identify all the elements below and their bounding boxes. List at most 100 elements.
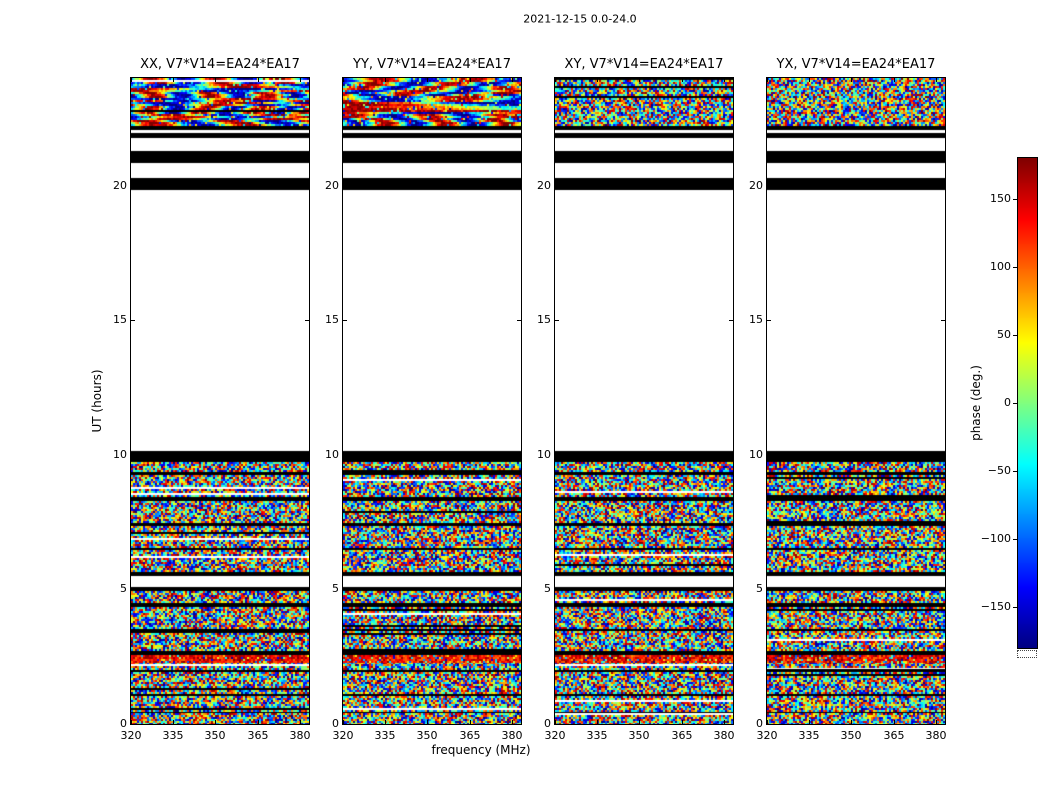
y-tick-label: 10 [739, 448, 763, 461]
x-tick [809, 78, 810, 82]
y-tick-label: 10 [315, 448, 339, 461]
x-tick-label: 350 [200, 729, 230, 742]
x-tick [597, 78, 598, 82]
x-tick-label: 380 [709, 729, 739, 742]
x-tick [343, 720, 344, 724]
y-tick-label: 5 [527, 582, 551, 595]
colorbar-tick-label: 0 [980, 396, 1011, 409]
x-tick [173, 78, 174, 82]
x-tick [639, 720, 640, 724]
x-tick [300, 720, 301, 724]
figure-title: 2021-12-15 0.0-24.0 [523, 13, 636, 26]
y-tick-label: 15 [315, 313, 339, 326]
y-tick [131, 186, 135, 187]
y-tick-label: 20 [739, 179, 763, 192]
x-tick [682, 78, 683, 82]
colorbar-tick [1013, 607, 1017, 608]
y-tick [555, 589, 559, 590]
y-tick [517, 589, 521, 590]
y-tick [305, 455, 309, 456]
y-tick [305, 186, 309, 187]
x-tick-label: 335 [582, 729, 612, 742]
x-tick [512, 78, 513, 82]
x-tick [597, 720, 598, 724]
x-tick-label: 320 [752, 729, 782, 742]
y-tick [305, 589, 309, 590]
y-tick-label: 15 [739, 313, 763, 326]
colorbar-tick [1013, 471, 1017, 472]
y-tick-label: 20 [315, 179, 339, 192]
y-axis-label: UT (hours) [90, 369, 104, 432]
y-tick [941, 589, 945, 590]
y-tick [131, 589, 135, 590]
panel-title-YY: YY, V7*V14=EA24*EA17 [321, 57, 543, 72]
x-tick [385, 720, 386, 724]
y-tick [729, 186, 733, 187]
y-tick-label: 10 [527, 448, 551, 461]
panel-YY: YY, V7*V14=EA24*EA17 0 5 10 15 20 320 335 350 365… [342, 77, 522, 725]
y-tick [729, 724, 733, 725]
x-tick-label: 320 [540, 729, 570, 742]
x-tick [427, 78, 428, 82]
x-tick [894, 78, 895, 82]
y-tick [555, 186, 559, 187]
y-tick-label: 15 [527, 313, 551, 326]
y-tick [305, 724, 309, 725]
y-tick-label: 15 [103, 313, 127, 326]
x-tick-label: 380 [921, 729, 951, 742]
x-tick [936, 720, 937, 724]
y-tick [343, 320, 347, 321]
x-tick [470, 720, 471, 724]
y-tick-label: 5 [739, 582, 763, 595]
x-tick [639, 78, 640, 82]
colorbar-tick-label: 100 [980, 260, 1011, 273]
y-tick [131, 320, 135, 321]
x-tick [555, 720, 556, 724]
y-tick [941, 455, 945, 456]
colorbar-tick [1013, 335, 1017, 336]
y-tick [517, 724, 521, 725]
panel-YX: YX, V7*V14=EA24*EA17 0 5 10 15 20 320 335 350 365… [766, 77, 946, 725]
y-tick [941, 320, 945, 321]
x-tick-label: 320 [328, 729, 358, 742]
y-tick [343, 455, 347, 456]
heatmap-YY [343, 78, 521, 724]
colorbar-gradient [1018, 158, 1037, 648]
x-tick-label: 335 [794, 729, 824, 742]
y-tick [517, 320, 521, 321]
panel-title-YX: YX, V7*V14=EA24*EA17 [745, 57, 967, 72]
x-tick [131, 720, 132, 724]
y-tick [767, 589, 771, 590]
panel-XX: XX, V7*V14=EA24*EA17 0 5 10 15 20 320 335 350 365… [130, 77, 310, 725]
x-tick [767, 78, 768, 82]
x-tick-label: 320 [116, 729, 146, 742]
y-tick [305, 320, 309, 321]
y-tick [941, 724, 945, 725]
x-tick [385, 78, 386, 82]
panel-XY: XY, V7*V14=EA24*EA17 0 5 10 15 20 320 335 350 365… [554, 77, 734, 725]
y-tick [729, 455, 733, 456]
x-tick [936, 78, 937, 82]
x-axis-label: frequency (MHz) [431, 743, 530, 757]
x-tick [724, 720, 725, 724]
y-tick-label: 5 [315, 582, 339, 595]
x-tick [512, 720, 513, 724]
y-tick [343, 724, 347, 725]
x-tick [300, 78, 301, 82]
y-tick [517, 455, 521, 456]
x-tick-label: 365 [455, 729, 485, 742]
x-tick [724, 78, 725, 82]
x-tick [555, 78, 556, 82]
x-tick [767, 720, 768, 724]
x-tick [215, 720, 216, 724]
colorbar-tick [1013, 403, 1017, 404]
x-tick [258, 78, 259, 82]
x-tick [173, 720, 174, 724]
x-tick-label: 350 [624, 729, 654, 742]
colorbar-extend-box [1017, 650, 1037, 658]
y-tick [517, 186, 521, 187]
colorbar-tick-label: −150 [980, 600, 1011, 613]
heatmap-XX [131, 78, 309, 724]
y-tick [555, 320, 559, 321]
colorbar-tick [1013, 199, 1017, 200]
